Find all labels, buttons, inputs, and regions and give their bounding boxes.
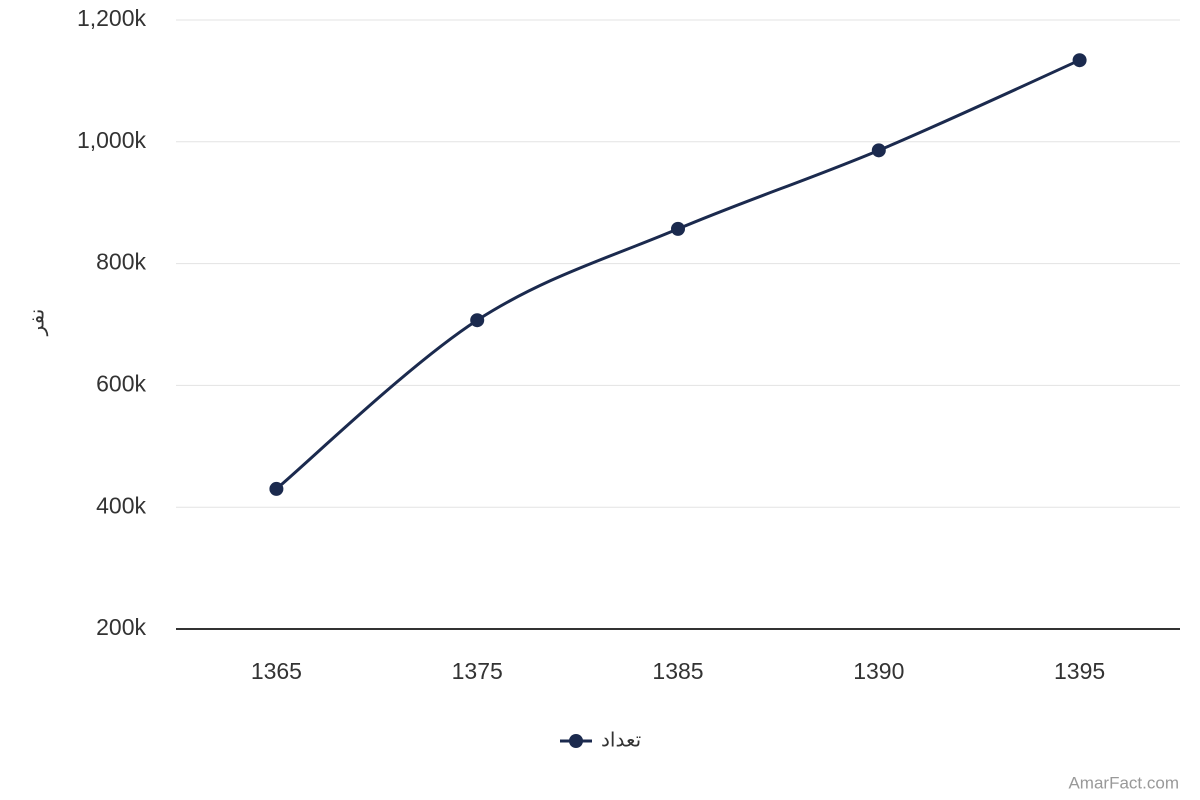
y-axis-title: نفر — [26, 309, 48, 337]
legend-marker — [569, 734, 583, 748]
x-tick-label: 1385 — [652, 658, 703, 684]
x-tick-label: 1365 — [251, 658, 302, 684]
x-tick-label: 1395 — [1054, 658, 1105, 684]
y-tick-label: 600k — [96, 370, 146, 396]
credit[interactable]: AmarFact.com — [1068, 773, 1179, 792]
point — [269, 481, 284, 496]
legend-label[interactable]: تعداد — [601, 729, 641, 751]
point — [871, 143, 886, 158]
y-tick-label: 800k — [96, 249, 146, 275]
point — [671, 221, 685, 236]
y-tick-label: 200k — [96, 614, 146, 640]
point — [1072, 53, 1087, 68]
x-tick-label: 1375 — [452, 658, 503, 684]
point — [470, 313, 485, 328]
x-tick-label: 1390 — [853, 658, 904, 684]
y-tick-label: 400k — [96, 492, 146, 518]
series-line — [275, 58, 1081, 491]
y-tick-label: 1,000k — [77, 127, 147, 153]
y-tick-label: 1,200k — [77, 5, 147, 31]
